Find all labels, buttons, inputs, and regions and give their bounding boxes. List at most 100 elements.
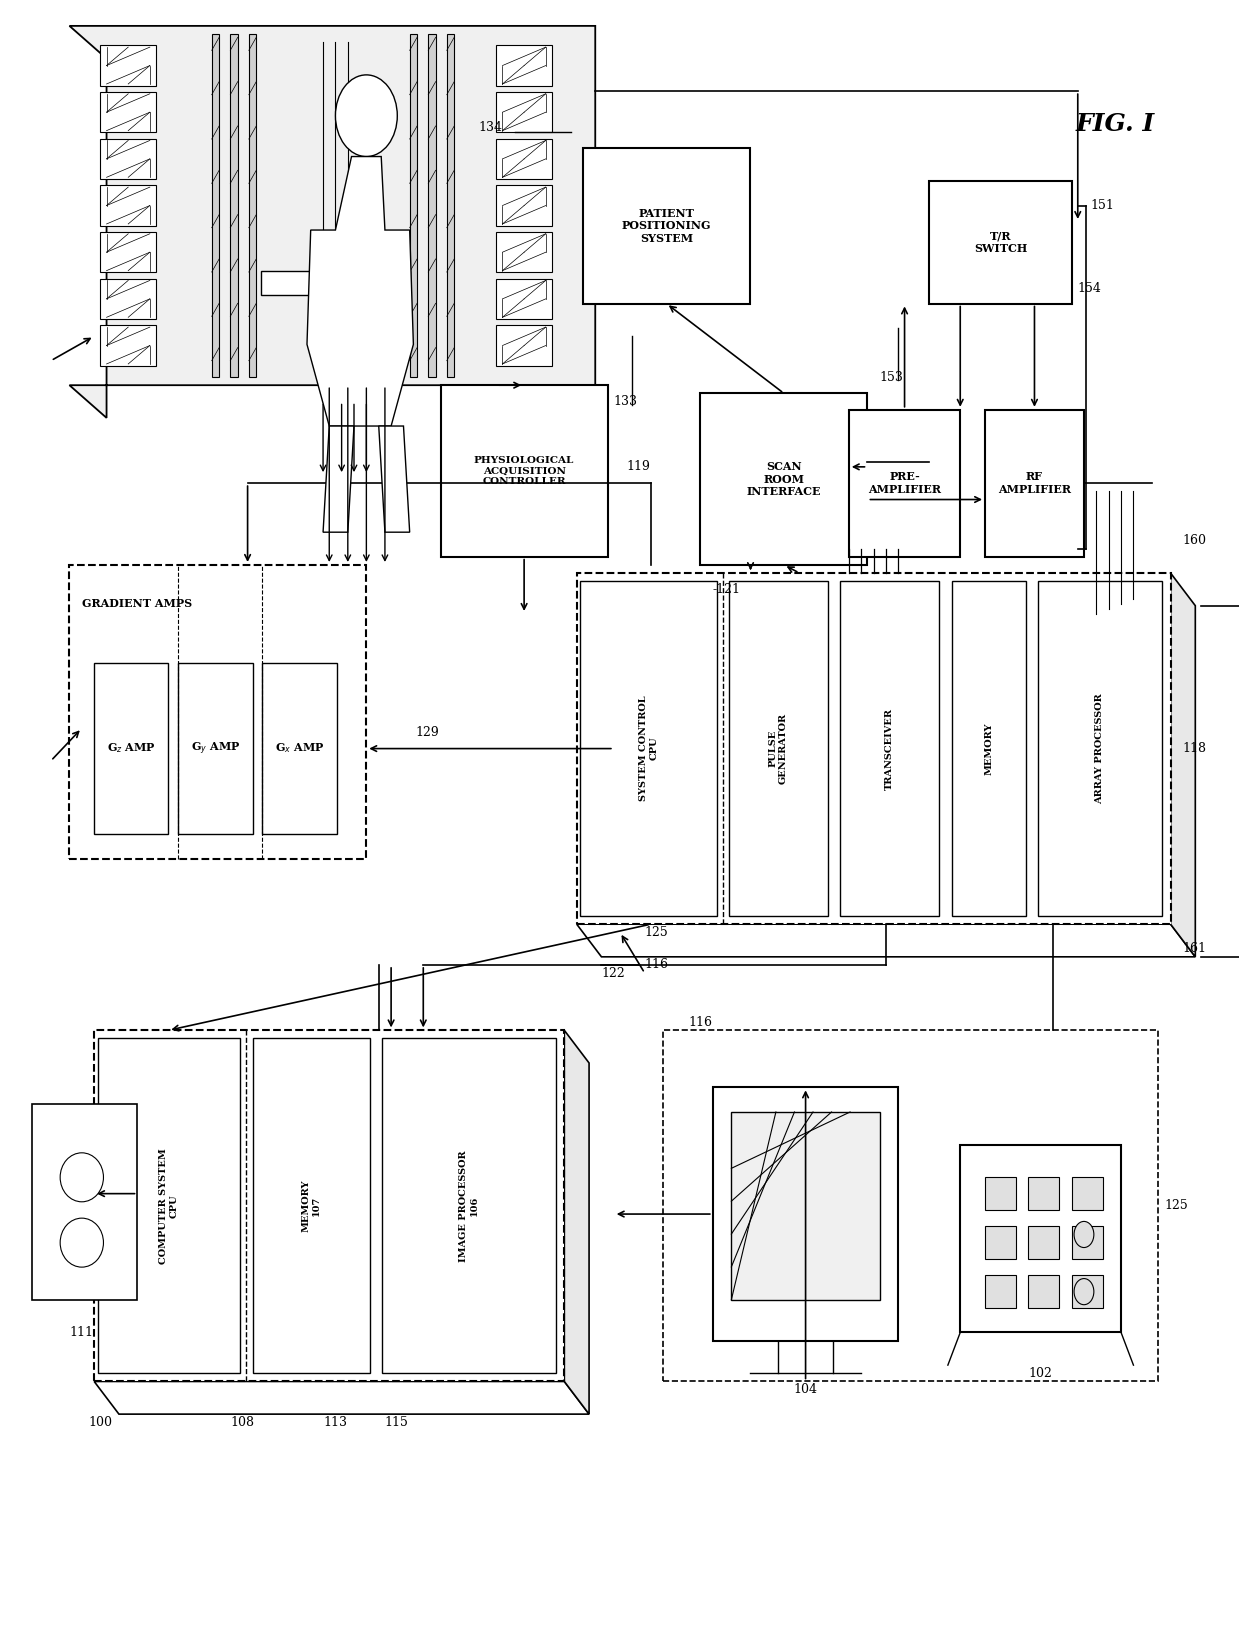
Polygon shape: [324, 425, 353, 532]
Text: MEMORY
107: MEMORY 107: [301, 1180, 321, 1232]
Text: RF
AMPLIFIER: RF AMPLIFIER: [998, 471, 1071, 496]
Text: PATIENT
POSITIONING
SYSTEM: PATIENT POSITIONING SYSTEM: [621, 208, 712, 244]
Text: G$_z$ AMP: G$_z$ AMP: [107, 741, 156, 756]
Polygon shape: [378, 425, 409, 532]
Bar: [496, 46, 552, 85]
Bar: [94, 1031, 564, 1381]
Text: IMAGE PROCESSOR
106: IMAGE PROCESSOR 106: [459, 1150, 479, 1261]
Ellipse shape: [38, 1194, 125, 1292]
Bar: [1038, 581, 1162, 916]
Bar: [179, 663, 253, 834]
Bar: [382, 1039, 556, 1373]
Bar: [577, 573, 1171, 924]
Bar: [985, 1178, 1016, 1211]
Bar: [262, 272, 409, 296]
Text: 100: 100: [88, 1415, 112, 1428]
Bar: [496, 278, 552, 319]
Bar: [496, 326, 552, 365]
Text: 134: 134: [479, 121, 502, 134]
Text: G$_x$ AMP: G$_x$ AMP: [275, 741, 324, 756]
Text: 108: 108: [231, 1415, 254, 1428]
Bar: [1028, 1276, 1059, 1307]
Text: 129: 129: [415, 726, 440, 739]
Bar: [100, 232, 156, 272]
Text: -121: -121: [713, 582, 740, 596]
Bar: [496, 185, 552, 226]
Text: PULSE
GENERATOR: PULSE GENERATOR: [769, 713, 789, 784]
Bar: [69, 564, 366, 859]
Text: ARRAY PROCESSOR: ARRAY PROCESSOR: [1096, 694, 1105, 803]
Text: 122: 122: [601, 967, 625, 980]
Text: 119: 119: [626, 460, 650, 473]
Text: SCAN
ROOM
INTERFACE: SCAN ROOM INTERFACE: [746, 461, 821, 497]
Circle shape: [1074, 1222, 1094, 1248]
Bar: [1071, 1227, 1102, 1260]
Text: G$_y$ AMP: G$_y$ AMP: [191, 741, 241, 757]
Bar: [841, 581, 939, 916]
Text: 125: 125: [645, 926, 668, 939]
Polygon shape: [308, 157, 413, 425]
Bar: [1028, 1227, 1059, 1260]
Bar: [100, 278, 156, 319]
Text: 133: 133: [614, 394, 637, 407]
Polygon shape: [577, 924, 1195, 957]
Bar: [985, 409, 1084, 556]
Bar: [496, 232, 552, 272]
Text: 118: 118: [1183, 743, 1207, 756]
Bar: [249, 34, 257, 376]
Text: 125: 125: [1164, 1199, 1188, 1212]
Bar: [231, 34, 238, 376]
Text: 154: 154: [1078, 283, 1101, 296]
Bar: [580, 581, 717, 916]
Bar: [1071, 1178, 1102, 1211]
Bar: [100, 46, 156, 85]
Polygon shape: [69, 26, 595, 417]
Bar: [446, 34, 454, 376]
Bar: [960, 1145, 1121, 1332]
Bar: [849, 409, 960, 556]
Bar: [100, 185, 156, 226]
Circle shape: [336, 75, 397, 157]
Bar: [440, 384, 608, 556]
Bar: [94, 663, 169, 834]
Ellipse shape: [61, 1153, 103, 1202]
Text: 160: 160: [1183, 533, 1207, 546]
Ellipse shape: [38, 1129, 125, 1227]
Text: 151: 151: [1090, 200, 1114, 213]
Ellipse shape: [61, 1219, 103, 1268]
Bar: [100, 139, 156, 178]
Text: SYSTEM CONTROL
CPU: SYSTEM CONTROL CPU: [639, 695, 658, 802]
Bar: [1028, 1178, 1059, 1211]
Bar: [732, 1112, 880, 1299]
Bar: [929, 182, 1071, 304]
Bar: [663, 1031, 1158, 1381]
Text: 104: 104: [794, 1382, 817, 1396]
Text: 113: 113: [324, 1415, 347, 1428]
Text: MEMORY: MEMORY: [985, 723, 993, 775]
Bar: [951, 581, 1025, 916]
Text: 115: 115: [384, 1415, 409, 1428]
Text: 116: 116: [688, 1016, 712, 1029]
Bar: [583, 149, 750, 304]
Text: 111: 111: [69, 1325, 94, 1338]
Bar: [985, 1227, 1016, 1260]
Bar: [253, 1039, 370, 1373]
Polygon shape: [94, 1381, 589, 1414]
Bar: [100, 326, 156, 365]
Bar: [428, 34, 435, 376]
Text: FIG. I: FIG. I: [1075, 111, 1154, 136]
Text: 102: 102: [1029, 1366, 1053, 1379]
Text: PHYSIOLOGICAL
ACQUISITION
CONTROLLER: PHYSIOLOGICAL ACQUISITION CONTROLLER: [474, 456, 574, 486]
Bar: [713, 1088, 898, 1340]
Bar: [100, 92, 156, 133]
Bar: [212, 34, 219, 376]
Text: TRANSCEIVER: TRANSCEIVER: [885, 708, 894, 790]
Circle shape: [1074, 1279, 1094, 1304]
Bar: [496, 92, 552, 133]
Text: 153: 153: [880, 370, 904, 383]
Text: 116: 116: [645, 959, 668, 972]
Polygon shape: [564, 1031, 589, 1414]
Bar: [263, 663, 337, 834]
Bar: [1071, 1276, 1102, 1307]
Bar: [729, 581, 828, 916]
